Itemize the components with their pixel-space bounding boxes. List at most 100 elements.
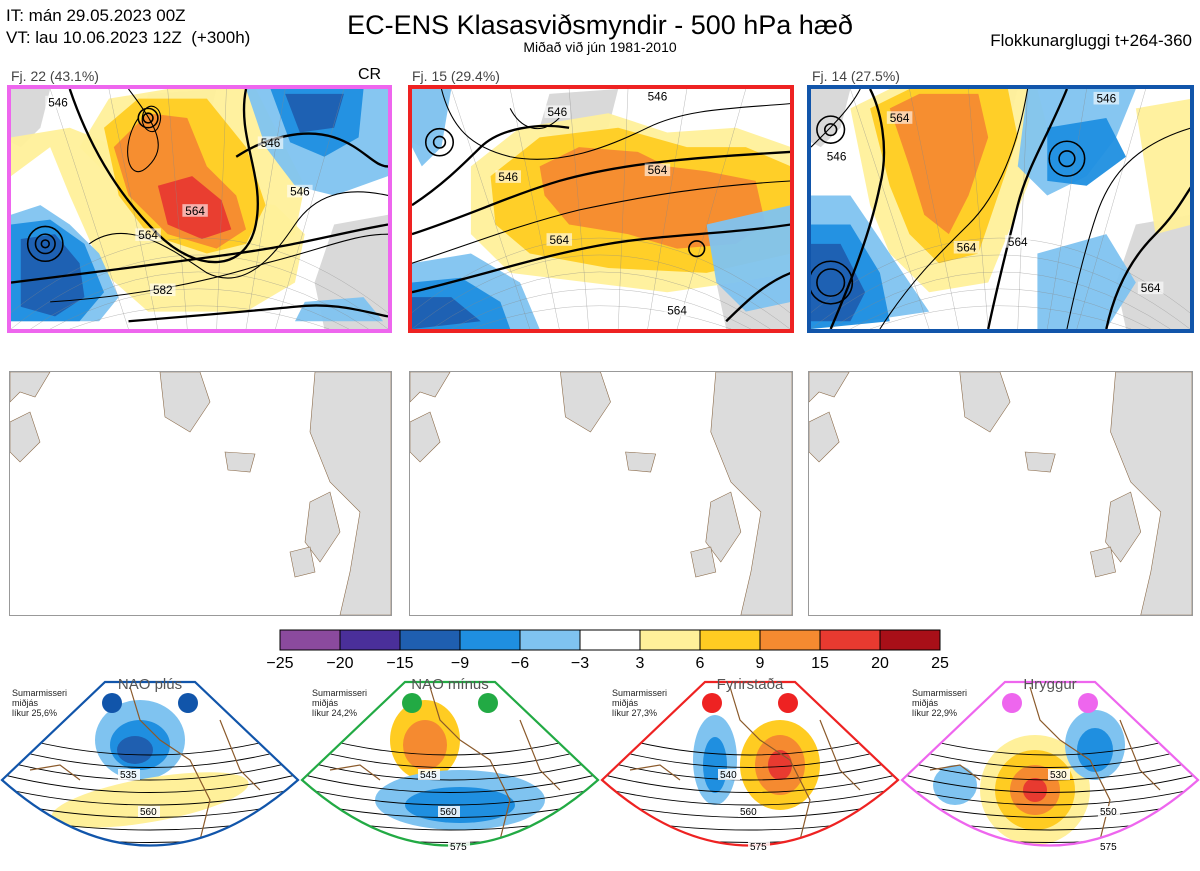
contour-label-bg [1093,91,1120,105]
page-subtitle: Miðað við jún 1981-2010 [523,39,677,55]
graticule-line [617,89,629,329]
colorbar-tick-label: −15 [386,655,414,672]
colorbar-tick-label: −9 [450,655,470,672]
landmass [690,546,717,578]
graticule-line [412,254,790,329]
anomaly-region [285,93,344,133]
height-contour [68,89,260,264]
contour-label: 564 [549,234,569,247]
regime-contour [302,771,598,793]
height-contour [50,233,388,303]
regime-contour-label: 575 [750,842,767,853]
height-contour [688,240,706,258]
contour-label: 546 [547,106,567,119]
anomaly-region [1047,118,1127,186]
regime-fan-2 [302,686,598,846]
regime-label-bg [1098,806,1120,817]
regime-contour [602,757,898,781]
regime-anomaly [1077,728,1113,772]
regime-marker [1078,693,1098,713]
regime-contour-label: 550 [1100,807,1117,818]
height-contour [879,89,1029,329]
colorbar-tick-label: 25 [931,655,949,672]
colorbar-swatch [399,629,461,651]
height-contour [823,123,838,137]
regime-name: Fyrirstaða [716,676,784,693]
regime-contour-label: 545 [420,770,437,781]
panel-3-label: Fj. 14 (27.5%) [812,68,900,84]
height-contour [432,135,447,149]
graticule-line [830,271,1171,329]
regime-contour [902,743,1198,768]
graticule-line [811,254,1190,329]
height-contour [811,89,861,148]
issue-time: IT: mán 29.05.2023 00Z [6,6,186,25]
graticule-line [108,89,159,329]
height-contour [137,107,159,129]
regime-contour [602,785,898,806]
height-contour [725,272,790,323]
contour-label: 546 [498,171,518,184]
contour-label: 582 [153,284,173,297]
colorbar-swatch [819,629,881,651]
regime-name: NAO mínus [411,676,489,693]
regime-season-info: Sumarmisseri miðjás líkur 25,6% [12,688,68,718]
contour-label: 564 [667,305,687,318]
regime-contour [302,743,598,768]
cluster-map-3: 564 546 546 564 564 564 [807,85,1194,333]
panel-2-label: Fj. 15 (29.4%) [412,68,500,84]
height-contour [1066,127,1190,329]
colorbar-tick-label: 3 [635,655,645,672]
cluster-map-3-svg: 564 546 546 564 564 564 [811,89,1190,329]
height-contour [1058,150,1076,168]
height-contour [40,239,50,249]
contour-label-bg [546,233,573,246]
graticule-line [431,271,771,329]
regime-contour [902,785,1198,806]
regime-contour [2,771,298,793]
height-contour [509,108,560,129]
regime-marker [102,693,122,713]
regime-marker [778,693,798,713]
colorbar-swatch [879,629,941,651]
regime-season-info: Sumarmisseri miðjás líkur 24,2% [312,688,368,718]
regime-anomaly [703,737,727,793]
regime-contour-label: 560 [140,807,157,818]
regime-label-bg [438,806,460,817]
graticule-line [1076,89,1146,329]
contour-label-bg [257,136,284,149]
regime-contour [2,785,298,806]
landmass [1090,546,1116,578]
height-contour [412,223,790,294]
colorbar-swatch [579,629,641,651]
colorbar-tick-label: −20 [326,655,354,672]
colorbar-tick-label: 20 [871,655,889,672]
regime-contour-label: 560 [440,807,457,818]
height-contour [34,233,56,255]
colorbar-tick-label: 15 [811,655,829,672]
contour-label-bg [287,184,313,198]
graticule-line [1047,89,1087,329]
contour-label: 564 [1141,282,1161,295]
height-contour [412,150,790,236]
regime-fan-outline [300,680,600,847]
empty-map-1-svg [10,372,391,615]
regime-fan-outline [0,680,300,847]
contour-label-bg [544,105,571,119]
height-contour [127,89,159,173]
height-contour [128,304,388,323]
regime-anomaly [1012,854,1048,866]
landmass [410,411,441,463]
landmass [809,372,850,403]
regime-contour [902,771,1198,793]
regime-anomaly [117,736,153,764]
landmass [289,546,316,578]
regime-contour-label: 575 [1100,842,1117,853]
regime-label-bg [738,806,760,817]
contour-label: 564 [1008,236,1028,249]
landmass [304,491,341,563]
regime-label-bg [1048,769,1070,780]
height-contour [412,180,790,264]
anomaly-region [412,89,452,167]
regime-contour [2,841,298,846]
